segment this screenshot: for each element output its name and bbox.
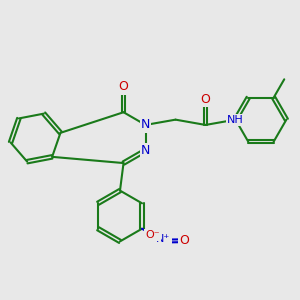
Text: O⁻: O⁻ <box>146 230 160 240</box>
Text: O: O <box>201 93 211 106</box>
Text: O: O <box>118 80 128 93</box>
Text: O: O <box>179 234 189 247</box>
Text: NH: NH <box>227 115 244 124</box>
Text: N: N <box>141 144 150 157</box>
Text: N⁺: N⁺ <box>156 234 170 244</box>
Text: N: N <box>141 118 150 131</box>
